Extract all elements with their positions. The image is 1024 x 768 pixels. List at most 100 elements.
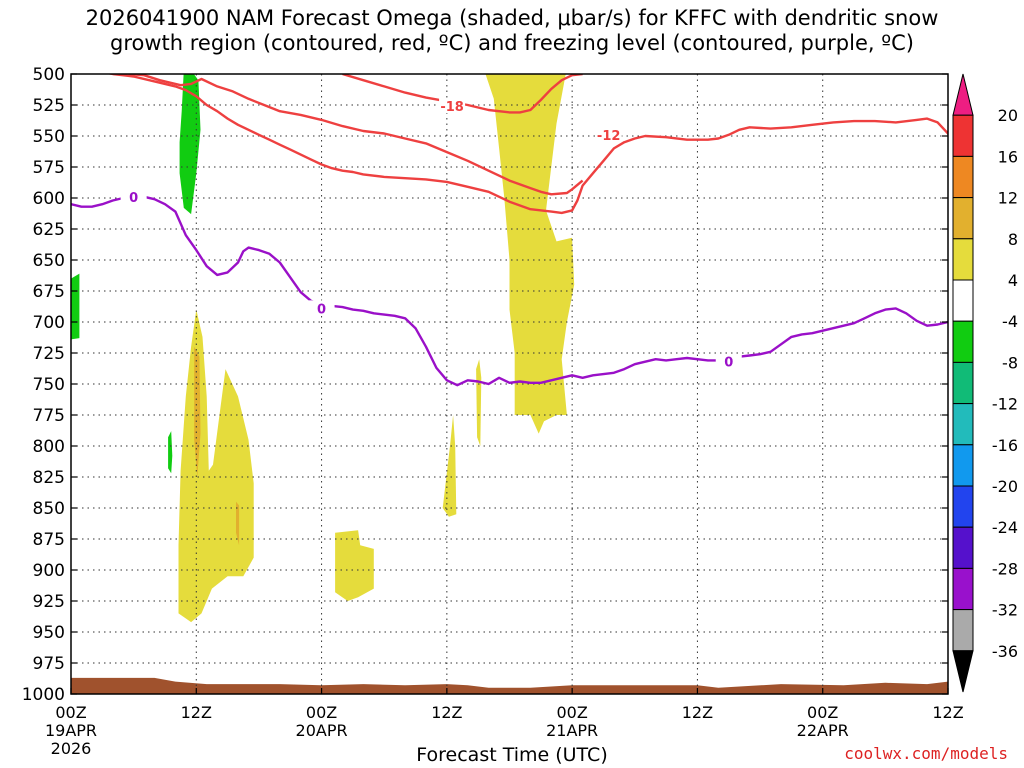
chart-title-line-1: 2026041900 NAM Forecast Omega (shaded, μ… — [85, 6, 939, 30]
freezing-level-label-bg-0 — [120, 188, 147, 204]
colorbar-swatch-5 — [952, 279, 974, 322]
x-tick-label-h48: 00Z — [556, 703, 587, 722]
y-tick-label-850: 850 — [33, 499, 65, 519]
y-tick-label-550: 550 — [33, 127, 65, 147]
dgz-upper-label-0: -18 — [440, 100, 464, 115]
colorbar: 20 16 12 8 4 -4 -8 -12 -16 -20 -24 -28 -32 -36 — [952, 73, 1018, 693]
freezing-level-label-bg-2 — [715, 353, 742, 369]
omega-downward-e — [476, 359, 482, 446]
dgz-upper-label-bg-0 — [439, 98, 466, 114]
y-tick-label-875: 875 — [33, 530, 65, 550]
chart-title: 2026041900 NAM Forecast Omega (shaded, μ… — [0, 6, 1024, 56]
colorbar-label-7: -12 — [992, 395, 1018, 414]
x-tick-date-h0: 19APR — [45, 721, 97, 740]
colorbar-label-11: -28 — [992, 559, 1018, 578]
x-tick-date-h48: 21APR — [546, 721, 598, 740]
colorbar-arrow-bottom — [952, 650, 974, 693]
colorbar-swatch-1 — [952, 114, 974, 157]
omega-downward-a — [485, 74, 575, 434]
omega-upward-a — [179, 74, 201, 215]
colorbar-swatch-13 — [952, 609, 974, 652]
y-tick-label-525: 525 — [33, 96, 65, 116]
terrain-layer — [71, 677, 948, 694]
omega-downward-b — [178, 309, 254, 623]
dgz-upper — [128, 74, 584, 196]
colorbar-swatch-9 — [952, 444, 974, 487]
omega-upward-c — [168, 431, 173, 474]
dgz-lower-label-0: -12 — [597, 129, 621, 144]
terrain — [71, 677, 948, 694]
y-tick-label-925: 925 — [33, 592, 65, 612]
y-tick-label-750: 750 — [33, 375, 65, 395]
x-tick-label-h36: 12Z — [431, 703, 462, 722]
x-tick-label-h24: 00Z — [306, 703, 337, 722]
y-tick-label-825: 825 — [33, 468, 65, 488]
colorbar-label-13: -36 — [992, 642, 1018, 661]
omega-downward-c — [335, 530, 374, 601]
chart-title-line-2: growth region (contoured, red, ºC) and f… — [110, 31, 914, 55]
colorbar-swatch-12 — [952, 567, 974, 611]
colorbar-label-0: 20 — [998, 106, 1018, 125]
x-tick-date-h24: 20APR — [296, 721, 348, 740]
freezing-level-label-1: 0 — [317, 302, 326, 317]
y-tick-label-800: 800 — [33, 437, 65, 457]
site-credit: coolwx.com/models — [844, 744, 1008, 763]
y-tick-label-700: 700 — [33, 313, 65, 333]
x-tick-label-h84: 12Z — [932, 703, 963, 722]
y-tick-label-625: 625 — [33, 220, 65, 240]
axes-layer: 500 525 550 575 600 625 650 675 700 725 750 775 800 8… — [22, 65, 964, 758]
colorbar-label-4: 4 — [1008, 271, 1018, 290]
y-tick-label-1000: 1000 — [22, 685, 65, 705]
colorbar-label-8: -16 — [992, 436, 1018, 455]
x-tick-label-h0: 00Z — [55, 703, 86, 722]
colorbar-swatch-11 — [952, 526, 974, 569]
colorbar-label-9: -20 — [992, 477, 1018, 496]
omega-downward-d — [442, 415, 457, 517]
x-tick-label-h60: 12Z — [682, 703, 713, 722]
omega-downward-g — [236, 501, 240, 546]
x-axis-title: Forecast Time (UTC) — [416, 744, 608, 766]
colorbar-label-10: -24 — [992, 518, 1018, 537]
omega-downward-f — [194, 346, 201, 477]
colorbar-label-3: 8 — [1008, 230, 1018, 249]
colorbar-swatch-4 — [952, 238, 974, 281]
omega-shading-layer — [71, 74, 575, 623]
y-tick-label-975: 975 — [33, 654, 65, 674]
y-tick-label-500: 500 — [33, 65, 65, 85]
y-tick-label-675: 675 — [33, 282, 65, 302]
y-tick-label-650: 650 — [33, 251, 65, 271]
contour-layer — [71, 74, 948, 387]
dgz-lower — [105, 74, 948, 215]
colorbar-label-2: 12 — [998, 189, 1018, 208]
y-tick-label-725: 725 — [33, 344, 65, 364]
freezing-level-label-0: 0 — [129, 191, 138, 206]
y-tick-label-950: 950 — [33, 623, 65, 643]
freezing-level-label-2: 0 — [724, 356, 733, 371]
dgz-upper-b — [342, 74, 583, 114]
colorbar-label-12: -32 — [992, 601, 1018, 620]
y-tick-label-775: 775 — [33, 406, 65, 426]
colorbar-label-1: 16 — [998, 147, 1018, 166]
colorbar-swatch-8 — [952, 403, 974, 446]
x-tick-date-h72: 22APR — [797, 721, 849, 740]
freezing-level-label-bg-1 — [308, 300, 335, 316]
colorbar-swatch-3 — [952, 197, 974, 240]
x-tick-year-h0: 2026 — [51, 739, 92, 758]
colorbar-arrow-top — [952, 73, 974, 116]
y-tick-label-575: 575 — [33, 158, 65, 178]
colorbar-label-5: -4 — [1002, 312, 1018, 331]
omega-upward-b — [71, 273, 80, 340]
colorbar-swatch-10 — [952, 485, 974, 528]
colorbar-swatch-2 — [952, 155, 974, 199]
y-tick-label-900: 900 — [33, 561, 65, 581]
x-tick-label-h12: 12Z — [181, 703, 212, 722]
dgz-lower-label-bg-0 — [595, 126, 622, 142]
colorbar-swatch-7 — [952, 361, 974, 405]
colorbar-label-6: -8 — [1002, 353, 1018, 372]
colorbar-swatch-6 — [952, 320, 974, 363]
y-tick-label-600: 600 — [33, 189, 65, 209]
contour-label-layer: -18 -12 0 0 0 — [120, 98, 742, 371]
freezing-level — [71, 195, 948, 387]
x-tick-label-h72: 00Z — [807, 703, 838, 722]
